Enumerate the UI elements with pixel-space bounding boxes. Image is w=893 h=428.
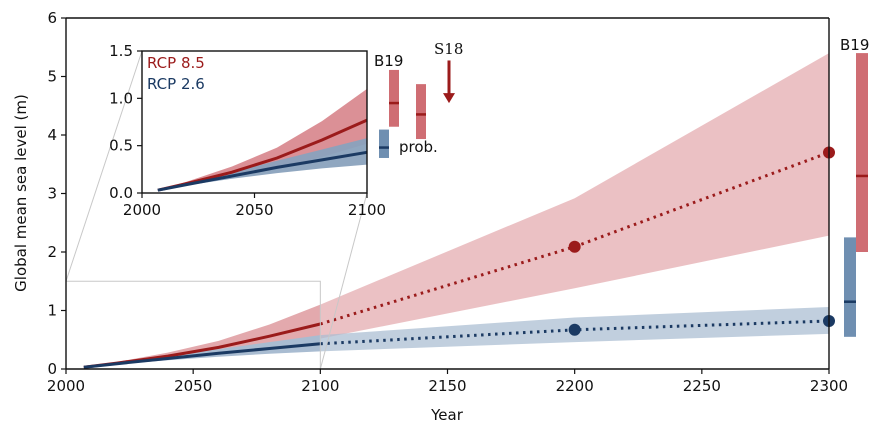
inset-y-tick-label-1.5: 1.5 [109, 42, 133, 60]
inset-side-bars [379, 69, 426, 158]
inset-b19-label: B19 [374, 52, 403, 70]
inset-y-tick-label-0.0: 0.0 [109, 184, 133, 202]
y-tick-label-1: 1 [47, 302, 57, 320]
zoom-connector-left [65, 50, 143, 282]
inset-axes: 2000 2050 2100 0.0 0.5 1.0 1.5 [109, 42, 386, 219]
x-axis-label: Year [430, 406, 464, 424]
x-tick-label-2250: 2250 [683, 377, 721, 395]
rcp85-marker-2200 [568, 240, 581, 253]
legend-rcp85: RCP 8.5 [147, 54, 205, 72]
inset-side-bar-1 [416, 84, 426, 140]
inset-y-tick-label-1.0: 1.0 [109, 89, 133, 107]
inset-x-tick-label-2050: 2050 [235, 201, 273, 219]
y-tick-label-2: 2 [47, 243, 57, 261]
main-lines [83, 151, 830, 369]
rcp85-projection-band [320, 53, 829, 339]
inset-x-tick-label-2100: 2100 [348, 201, 386, 219]
zoom-connector-right [319, 192, 368, 370]
x-tick-label-2000: 2000 [47, 377, 85, 395]
y-tick-label-6: 6 [47, 9, 57, 27]
x-tick-label-2200: 2200 [556, 377, 594, 395]
inset-x-tick-label-2000: 2000 [123, 201, 161, 219]
y-tick-label-0: 0 [47, 360, 57, 378]
inset-lines [157, 118, 368, 192]
y-tick-label-5: 5 [47, 68, 57, 86]
inset-prob-label: prob. [399, 138, 438, 156]
x-tick-label-2150: 2150 [428, 377, 466, 395]
s18-arrow-head [443, 93, 455, 104]
inset-side-bar-2 [379, 129, 389, 158]
rcp26-median-line [83, 342, 321, 369]
x-tick-label-2100: 2100 [301, 377, 339, 395]
main-side-bars [844, 53, 868, 337]
y-tick-label-3: 3 [47, 185, 57, 203]
s18-arrow [443, 60, 455, 104]
legend-rcp26: RCP 2.6 [147, 75, 205, 93]
main-b19-label: B19 [840, 36, 869, 54]
x-tick-label-2050: 2050 [174, 377, 212, 395]
inset-side-bar-0 [389, 69, 399, 127]
x-tick-label-2300: 2300 [810, 377, 848, 395]
s18-label: S18 [434, 40, 463, 58]
inset-y-tick-label-0.5: 0.5 [109, 137, 133, 155]
main-axes: 2000 2050 2100 2150 2200 2250 2300 0 1 2 3 4 5 6 [47, 9, 848, 395]
side-bar-rcp85 [856, 53, 868, 252]
rcp26-marker-2200 [568, 323, 581, 336]
y-tick-label-4: 4 [47, 126, 57, 144]
y-axis-label: Global mean sea level (m) [12, 94, 30, 292]
inset-rcp26-median-line [157, 150, 368, 192]
side-bar-rcp26 [844, 237, 856, 337]
rcp26-projection-line [320, 319, 830, 346]
